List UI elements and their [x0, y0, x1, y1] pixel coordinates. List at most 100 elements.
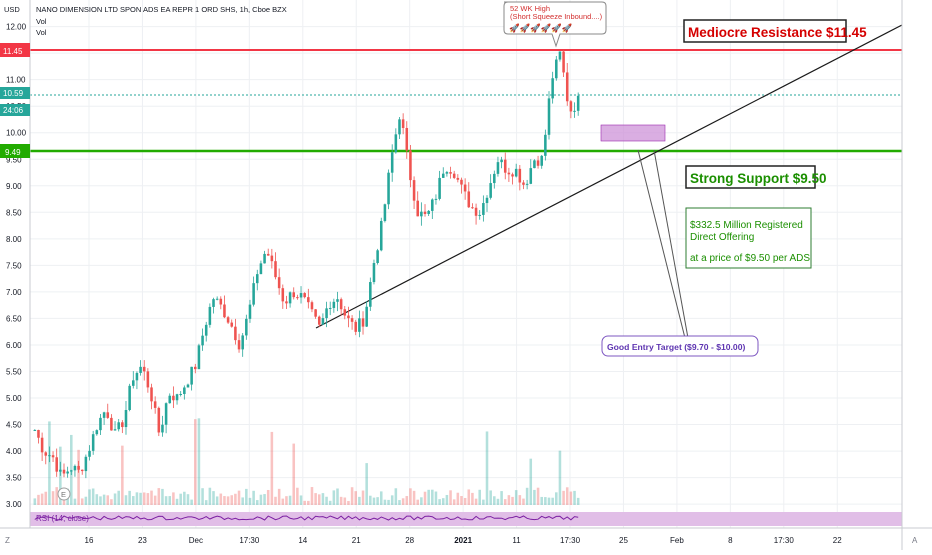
candle-body	[537, 160, 540, 165]
candle-body	[489, 183, 492, 198]
volume-bar	[533, 490, 536, 505]
support-annotation-text: Strong Support $9.50	[690, 171, 827, 186]
volume-bar	[256, 500, 259, 505]
timezone-corner[interactable]: Z	[5, 536, 10, 545]
candle-body	[544, 135, 547, 156]
volume-bar	[179, 494, 182, 505]
volume-bar	[333, 490, 336, 505]
volume-bar	[457, 493, 460, 505]
candle-body	[234, 327, 237, 340]
candle-body	[70, 470, 73, 471]
candle-body	[114, 429, 117, 430]
candle-body	[92, 434, 95, 451]
volume-bar	[154, 496, 157, 505]
candle-body	[282, 288, 285, 301]
candle-body	[121, 422, 124, 427]
candle-body	[475, 208, 478, 216]
candle-body	[278, 277, 281, 288]
candle-body	[128, 386, 131, 410]
candle-body	[230, 323, 233, 327]
candle-body	[66, 472, 69, 474]
volume-bar	[230, 495, 233, 505]
volume-bar	[143, 492, 146, 505]
auto-scale-button[interactable]: A	[912, 536, 918, 545]
candle-body	[486, 198, 489, 203]
resistance-price-text: 11.45	[3, 47, 23, 56]
high-callout-line2: (Short Squeeze Inbound....)	[510, 12, 603, 21]
volume-bar	[168, 496, 171, 505]
volume-bar	[453, 499, 456, 505]
candle-body	[322, 318, 325, 325]
candle-body	[110, 418, 113, 431]
candle-body	[376, 250, 379, 263]
time-tick-label: 22	[833, 536, 842, 545]
candle-body	[409, 151, 412, 181]
volume-bar	[172, 492, 175, 505]
volume-bar	[99, 496, 102, 505]
resistance-annotation[interactable]: Mediocre Resistance $11.45	[684, 20, 867, 42]
volume-bar	[267, 490, 270, 505]
volume-bar	[41, 494, 44, 505]
candle-body	[511, 174, 514, 176]
entry-zone-box[interactable]	[601, 125, 665, 141]
candle-body	[559, 52, 562, 60]
candle-body	[457, 178, 460, 180]
volume-bar	[48, 421, 51, 505]
volume-bar	[416, 500, 419, 505]
entry-target-callout[interactable]: Good Entry Target ($9.70 - $10.00)	[602, 336, 758, 356]
volume-bar	[106, 495, 109, 505]
volume-bar	[504, 499, 507, 505]
volume-bar	[238, 491, 241, 505]
rsi-label: RSI (14, close)	[36, 514, 89, 523]
volume-bar	[544, 497, 547, 505]
candle-body	[351, 318, 354, 322]
candle-body	[522, 183, 525, 185]
candle-body	[223, 305, 226, 318]
candle-body	[453, 174, 456, 178]
volume-bar	[555, 492, 558, 505]
entry-target-text: Good Entry Target ($9.70 - $10.00)	[607, 342, 745, 352]
time-tick-label: 14	[298, 536, 307, 545]
volume-bar	[526, 488, 529, 505]
candle-body	[271, 256, 274, 262]
volume-bar	[329, 501, 332, 505]
volume-bar	[351, 487, 354, 505]
price-tick-label: 8.00	[6, 235, 22, 244]
volume-bar	[406, 496, 409, 505]
candle-body	[74, 466, 77, 470]
offering-annotation[interactable]: $332.5 Million Registered Direct Offerin…	[686, 208, 811, 268]
candle-body	[314, 309, 317, 316]
candle-body	[212, 299, 215, 307]
candle-body	[333, 302, 336, 308]
price-tick-label: 6.50	[6, 314, 22, 323]
candle-body	[431, 199, 434, 210]
volume-bar	[92, 488, 95, 505]
candle-body	[190, 367, 193, 385]
volume-bar	[114, 493, 117, 505]
volume-bar	[486, 431, 489, 505]
time-tick-label: 28	[405, 536, 414, 545]
candle-body	[296, 297, 299, 298]
volume-bar	[81, 498, 84, 505]
volume-bar	[190, 500, 193, 505]
candle-body	[570, 101, 573, 111]
candle-body	[238, 340, 241, 349]
offering-text-1: $332.5 Million Registered	[690, 220, 803, 231]
candle-body	[406, 128, 409, 151]
candle-body	[482, 203, 485, 215]
volume-bar	[522, 499, 525, 505]
candle-body	[427, 211, 430, 214]
volume-bar	[562, 491, 565, 505]
volume-bar	[347, 501, 350, 505]
support-annotation[interactable]: Strong Support $9.50	[686, 166, 827, 188]
candle-body	[413, 180, 416, 201]
volume-bar	[387, 500, 390, 505]
candle-body	[533, 160, 536, 168]
candle-body	[117, 422, 120, 429]
volume-bar	[493, 496, 496, 505]
volume-bar	[325, 497, 328, 505]
volume-bar	[427, 490, 430, 505]
candle-body	[380, 221, 383, 250]
